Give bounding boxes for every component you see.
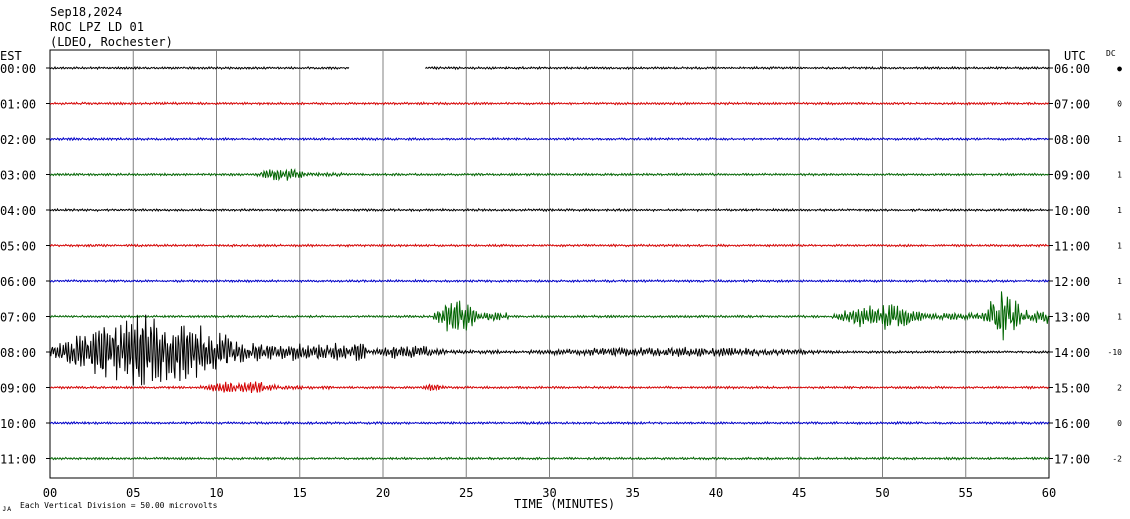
row-dc-value: -2 [1112, 455, 1122, 464]
row-label-est: 01:00 [0, 98, 36, 112]
row-dc-value: 0 [1117, 419, 1122, 428]
x-tick-label: 20 [376, 486, 390, 500]
row-label-utc: 16:00 [1054, 417, 1090, 431]
row-label-est: 02:00 [0, 133, 36, 147]
x-tick-label: 40 [709, 486, 723, 500]
footer-mark: ᴊᴀ [2, 504, 12, 513]
header-station: ROC LPZ LD 01 [50, 20, 144, 34]
seismic-trace [49, 243, 1050, 248]
seismic-trace [49, 314, 1050, 386]
x-tick-label: 00 [43, 486, 57, 500]
row-dc-value: 0 [1117, 100, 1122, 109]
row-label-est: 05:00 [0, 240, 36, 254]
header-date: Sep18,2024 [50, 5, 122, 19]
seismic-trace [49, 291, 1050, 341]
row-label-utc: 15:00 [1054, 382, 1090, 396]
grid-lines [132, 50, 967, 478]
row-label-est: 10:00 [0, 417, 36, 431]
x-tick-label: 50 [875, 486, 889, 500]
row-label-utc: 09:00 [1054, 169, 1090, 183]
scale-note: Each Vertical Division = 50.00 microvolt… [20, 501, 218, 510]
seismic-trace [49, 381, 1050, 393]
x-tick-label: 45 [792, 486, 806, 500]
row-label-est: 06:00 [0, 275, 36, 289]
row-labels-group: 00:00 06:00 ● 01:00 07:00 0 02:00 08:00 1 03:00 09… [0, 62, 1122, 467]
dc-header-label: DC [1106, 49, 1116, 58]
seismic-trace [49, 456, 1050, 461]
seismic-trace [49, 65, 1050, 71]
x-tick-label: 10 [209, 486, 223, 500]
left-timezone-label: EST [0, 49, 22, 63]
row-dc-value: 1 [1117, 277, 1122, 286]
right-timezone-label: UTC [1064, 49, 1086, 63]
x-tick-label: 35 [626, 486, 640, 500]
row-label-est: 08:00 [0, 346, 36, 360]
x-tick-label: 55 [959, 486, 973, 500]
seismic-trace [49, 136, 1050, 142]
header-network: (LDEO, Rochester) [50, 35, 173, 49]
x-axis-label: TIME (MINUTES) [514, 497, 615, 511]
row-label-est: 00:00 [0, 62, 36, 76]
row-label-utc: 17:00 [1054, 453, 1090, 467]
row-label-est: 09:00 [0, 382, 36, 396]
seismic-trace [50, 420, 1050, 426]
row-label-est: 03:00 [0, 169, 36, 183]
seismic-trace [49, 101, 1050, 106]
seismic-trace [49, 278, 1050, 284]
row-dc-value: -10 [1108, 348, 1123, 357]
row-label-utc: 10:00 [1054, 204, 1090, 218]
x-tick-label: 05 [126, 486, 140, 500]
x-tick-label: 60 [1042, 486, 1056, 500]
row-label-utc: 06:00 [1054, 62, 1090, 76]
x-ticks-group: 00 05 10 15 20 25 30 35 40 45 50 55 60 [43, 486, 1056, 500]
row-dc-value: 1 [1117, 313, 1122, 322]
row-label-utc: 12:00 [1054, 275, 1090, 289]
row-label-utc: 13:00 [1054, 311, 1090, 325]
row-label-utc: 14:00 [1054, 346, 1090, 360]
row-label-utc: 08:00 [1054, 133, 1090, 147]
seismic-trace [49, 167, 1049, 182]
row-dc-value: 1 [1117, 135, 1122, 144]
x-tick-label: 15 [293, 486, 307, 500]
row-label-est: 07:00 [0, 311, 36, 325]
row-dc-value: 2 [1117, 384, 1122, 393]
row-dc-value: 1 [1117, 242, 1122, 251]
row-dc-value: 1 [1117, 206, 1122, 215]
seismic-trace [49, 207, 1050, 213]
traces-group [49, 65, 1050, 461]
row-dc-value: 1 [1117, 171, 1122, 180]
x-tick-label: 30 [542, 486, 556, 500]
x-tick-label: 25 [459, 486, 473, 500]
row-label-est: 04:00 [0, 204, 36, 218]
row-label-utc: 11:00 [1054, 240, 1090, 254]
row-label-utc: 07:00 [1054, 98, 1090, 112]
row-label-est: 11:00 [0, 453, 36, 467]
row-dc-value: ● [1117, 64, 1122, 73]
